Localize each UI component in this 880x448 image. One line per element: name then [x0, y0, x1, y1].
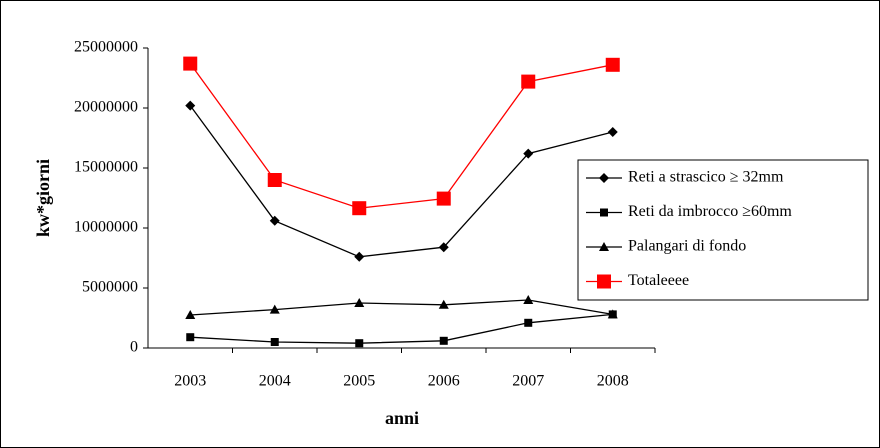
marker	[269, 215, 280, 226]
marker	[597, 274, 611, 289]
series-line	[190, 299, 613, 316]
marker	[183, 56, 198, 71]
series-line	[189, 105, 613, 258]
marker	[523, 295, 534, 304]
y-tick-label: 0	[130, 339, 138, 356]
marker	[269, 304, 280, 314]
marker	[186, 333, 195, 342]
marker	[354, 251, 365, 262]
legend-label: Totaleeee	[628, 272, 689, 289]
marker	[523, 148, 534, 159]
series-line	[190, 313, 613, 344]
x-tick-label: 2005	[343, 373, 375, 390]
marker	[185, 100, 196, 111]
marker	[521, 74, 536, 89]
series-line	[189, 63, 613, 209]
legend-box	[577, 159, 869, 301]
marker	[436, 191, 451, 206]
marker	[599, 173, 609, 183]
x-tick-label: 2003	[174, 373, 206, 390]
legend-label: Reti a strascico ≥ 32mm	[628, 169, 784, 186]
marker	[524, 318, 533, 327]
marker	[267, 173, 282, 187]
x-tick-label: 2004	[259, 373, 291, 390]
marker	[352, 201, 367, 216]
marker	[605, 57, 620, 72]
y-tick-label: 25000000	[74, 39, 138, 56]
x-tick-label: 2006	[428, 373, 460, 390]
marker	[355, 339, 364, 348]
y-tick-label: 10000000	[74, 219, 138, 236]
marker	[270, 338, 279, 346]
marker	[439, 336, 448, 345]
y-tick-label: 20000000	[74, 99, 138, 116]
x-axis-title: anni	[385, 408, 419, 428]
marker	[607, 309, 618, 319]
x-tick-label: 2007	[512, 373, 544, 390]
legend-label: Palangari di fondo	[628, 238, 746, 255]
marker	[438, 299, 449, 309]
marker	[599, 242, 609, 251]
marker	[354, 298, 365, 307]
marker	[185, 310, 196, 319]
legend-label: Reti da imbrocco ≥60mm	[628, 203, 792, 220]
marker	[607, 127, 618, 137]
marker	[600, 208, 608, 217]
x-tick-label: 2008	[597, 373, 629, 390]
y-axis-title: kw*giorni	[33, 159, 53, 237]
y-tick-label: 5000000	[82, 279, 138, 296]
marker	[438, 242, 449, 253]
y-tick-label: 15000000	[74, 159, 138, 176]
